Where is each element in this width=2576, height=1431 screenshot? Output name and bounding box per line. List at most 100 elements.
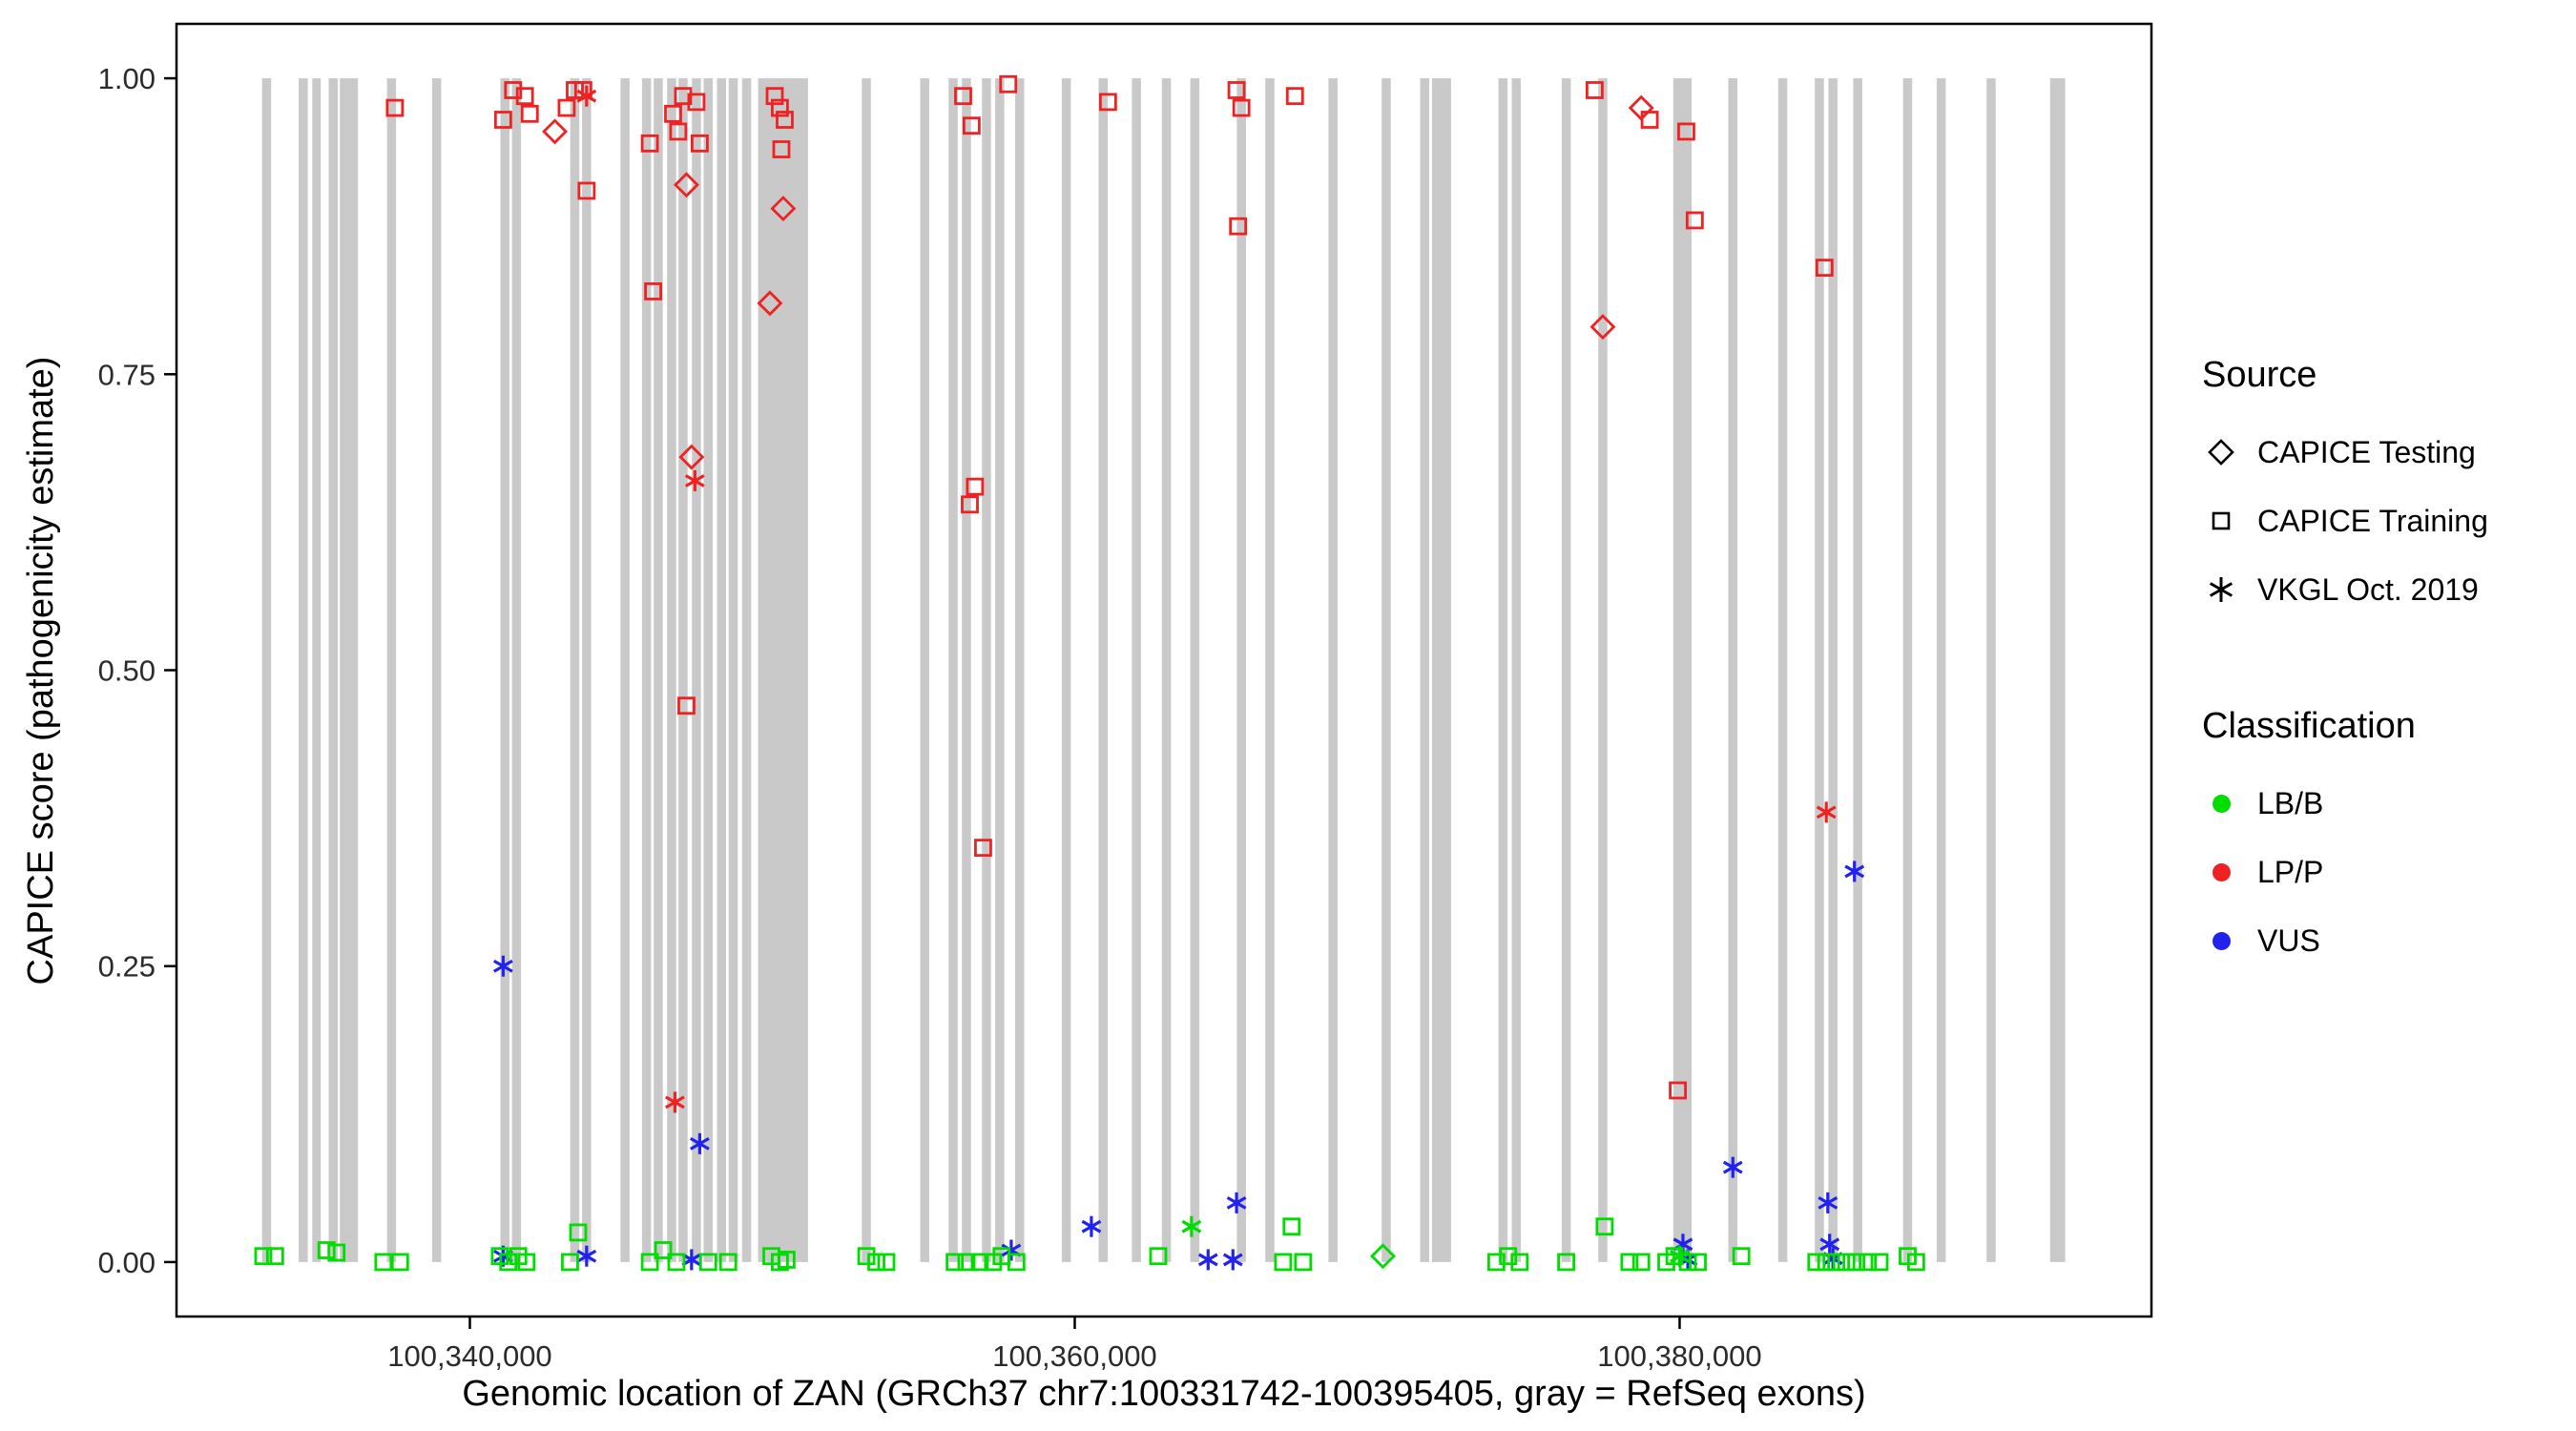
legend-source-block: Source CAPICE Testing CAPICE Training VK…	[2202, 355, 2488, 624]
y-tick-label: 0.75	[98, 358, 156, 391]
refseq-exon-bar	[1420, 78, 1429, 1262]
data-point-square	[1677, 122, 1695, 141]
data-point-square	[945, 1253, 965, 1272]
data-point-square	[1669, 1081, 1687, 1100]
data-point-asterisk	[1816, 805, 1837, 819]
refseq-exon-bar	[703, 78, 713, 1262]
lbb-color-dot-icon	[2202, 794, 2257, 813]
data-point-square	[1285, 87, 1304, 106]
data-point-square	[954, 87, 972, 106]
data-point-square	[1227, 81, 1246, 99]
refseq-exon-bar	[1498, 78, 1508, 1262]
x-tick-label: 100,360,000	[992, 1339, 1156, 1373]
refseq-exon-bar	[1161, 78, 1172, 1262]
refseq-exon-bar	[995, 78, 1005, 1262]
data-point-square	[557, 98, 576, 117]
data-point-asterisk	[1818, 1195, 1839, 1210]
data-point-square	[640, 134, 659, 153]
data-point-asterisk	[665, 1095, 685, 1110]
legend-item-label: CAPICE Testing	[2257, 434, 2476, 469]
data-point-square	[1870, 1253, 1889, 1272]
refseq-exon-bar	[1936, 78, 1946, 1262]
legend: Source CAPICE Testing CAPICE Training VK…	[2202, 355, 2488, 975]
data-point-asterisk	[684, 474, 705, 487]
refseq-exon-bar	[620, 78, 630, 1262]
data-point-asterisk	[1819, 1237, 1840, 1252]
data-point-square	[640, 1253, 659, 1272]
refseq-exon-bar	[982, 78, 991, 1262]
data-point-square	[1631, 1253, 1651, 1272]
legend-item-label: LB/B	[2257, 785, 2324, 820]
data-point-square	[1732, 1247, 1751, 1266]
legend-source-title: Source	[2202, 355, 2317, 395]
data-point-square	[674, 87, 693, 106]
legend-item-capice-training: CAPICE Training	[2202, 487, 2488, 555]
data-point-square	[687, 93, 706, 112]
y-tick-label: 0.00	[98, 1246, 156, 1279]
data-point-square	[1837, 1253, 1856, 1272]
data-point-square	[776, 111, 794, 129]
data-point-square	[493, 111, 512, 129]
refseq-exon-bar	[862, 78, 871, 1262]
legend-item-label: CAPICE Training	[2257, 503, 2488, 538]
data-point-square	[999, 74, 1018, 93]
data-point-square	[517, 1253, 536, 1272]
refseq-exon-bar	[1777, 78, 1788, 1262]
data-point-square	[970, 1253, 989, 1272]
refseq-exon-bar	[431, 78, 442, 1262]
data-point-square	[857, 1247, 876, 1266]
data-point-square	[654, 1241, 673, 1259]
refseq-exon-bar	[1672, 78, 1693, 1262]
data-point-square	[1620, 1253, 1639, 1272]
refseq-exon-bar	[1561, 78, 1571, 1262]
refseq-exon-bar	[582, 78, 592, 1262]
data-point-square	[974, 839, 992, 858]
data-point-square	[1689, 1253, 1707, 1272]
data-point-square	[777, 1251, 796, 1269]
data-point-square	[867, 1253, 885, 1272]
data-point-asterisk	[1197, 1253, 1218, 1267]
refseq-exon-bar	[2049, 78, 2066, 1262]
diamond-icon	[2202, 433, 2257, 471]
refseq-exon-bar	[962, 78, 971, 1262]
refseq-exon-bar	[340, 78, 359, 1262]
data-point-square	[1665, 1247, 1684, 1266]
data-point-diamond	[757, 290, 783, 317]
data-point-asterisk	[1081, 1219, 1102, 1234]
data-point-square	[957, 1253, 976, 1272]
data-point-square	[698, 1253, 717, 1272]
data-point-square	[1282, 1217, 1301, 1236]
refseq-exon-bar	[667, 78, 676, 1262]
legend-item-capice-testing: CAPICE Testing	[2202, 418, 2488, 487]
data-point-diamond	[542, 118, 569, 145]
legend-item-vus: VUS	[2202, 906, 2488, 975]
data-point-square	[1807, 1253, 1826, 1272]
data-point-square	[772, 140, 791, 158]
data-point-square	[1232, 98, 1251, 117]
data-point-square	[1274, 1253, 1293, 1272]
data-point-square	[265, 1247, 284, 1266]
data-point-square	[877, 1253, 896, 1272]
data-point-square	[1098, 93, 1117, 112]
data-point-square	[1817, 1253, 1836, 1272]
data-point-square	[1149, 1247, 1168, 1266]
data-point-square	[385, 98, 405, 117]
refseq-exon-bar	[758, 78, 808, 1262]
data-point-square	[669, 122, 688, 141]
data-point-diamond	[1589, 314, 1616, 341]
refseq-exon-bar	[1098, 78, 1108, 1262]
data-point-asterisk	[1001, 1243, 1022, 1257]
refseq-exon-bar	[948, 78, 958, 1262]
data-point-square	[1859, 1253, 1878, 1272]
data-point-square	[499, 1253, 518, 1272]
data-point-square	[1827, 1253, 1846, 1272]
data-point-asterisk	[1722, 1160, 1743, 1174]
data-point-square	[374, 1253, 393, 1272]
data-point-square	[718, 1253, 737, 1272]
data-point-square	[1847, 1253, 1866, 1272]
refseq-exon-bar	[500, 78, 509, 1262]
refseq-exon-bar	[1815, 78, 1824, 1262]
data-point-square	[1499, 1247, 1518, 1266]
legend-item-label: VUS	[2257, 923, 2320, 958]
